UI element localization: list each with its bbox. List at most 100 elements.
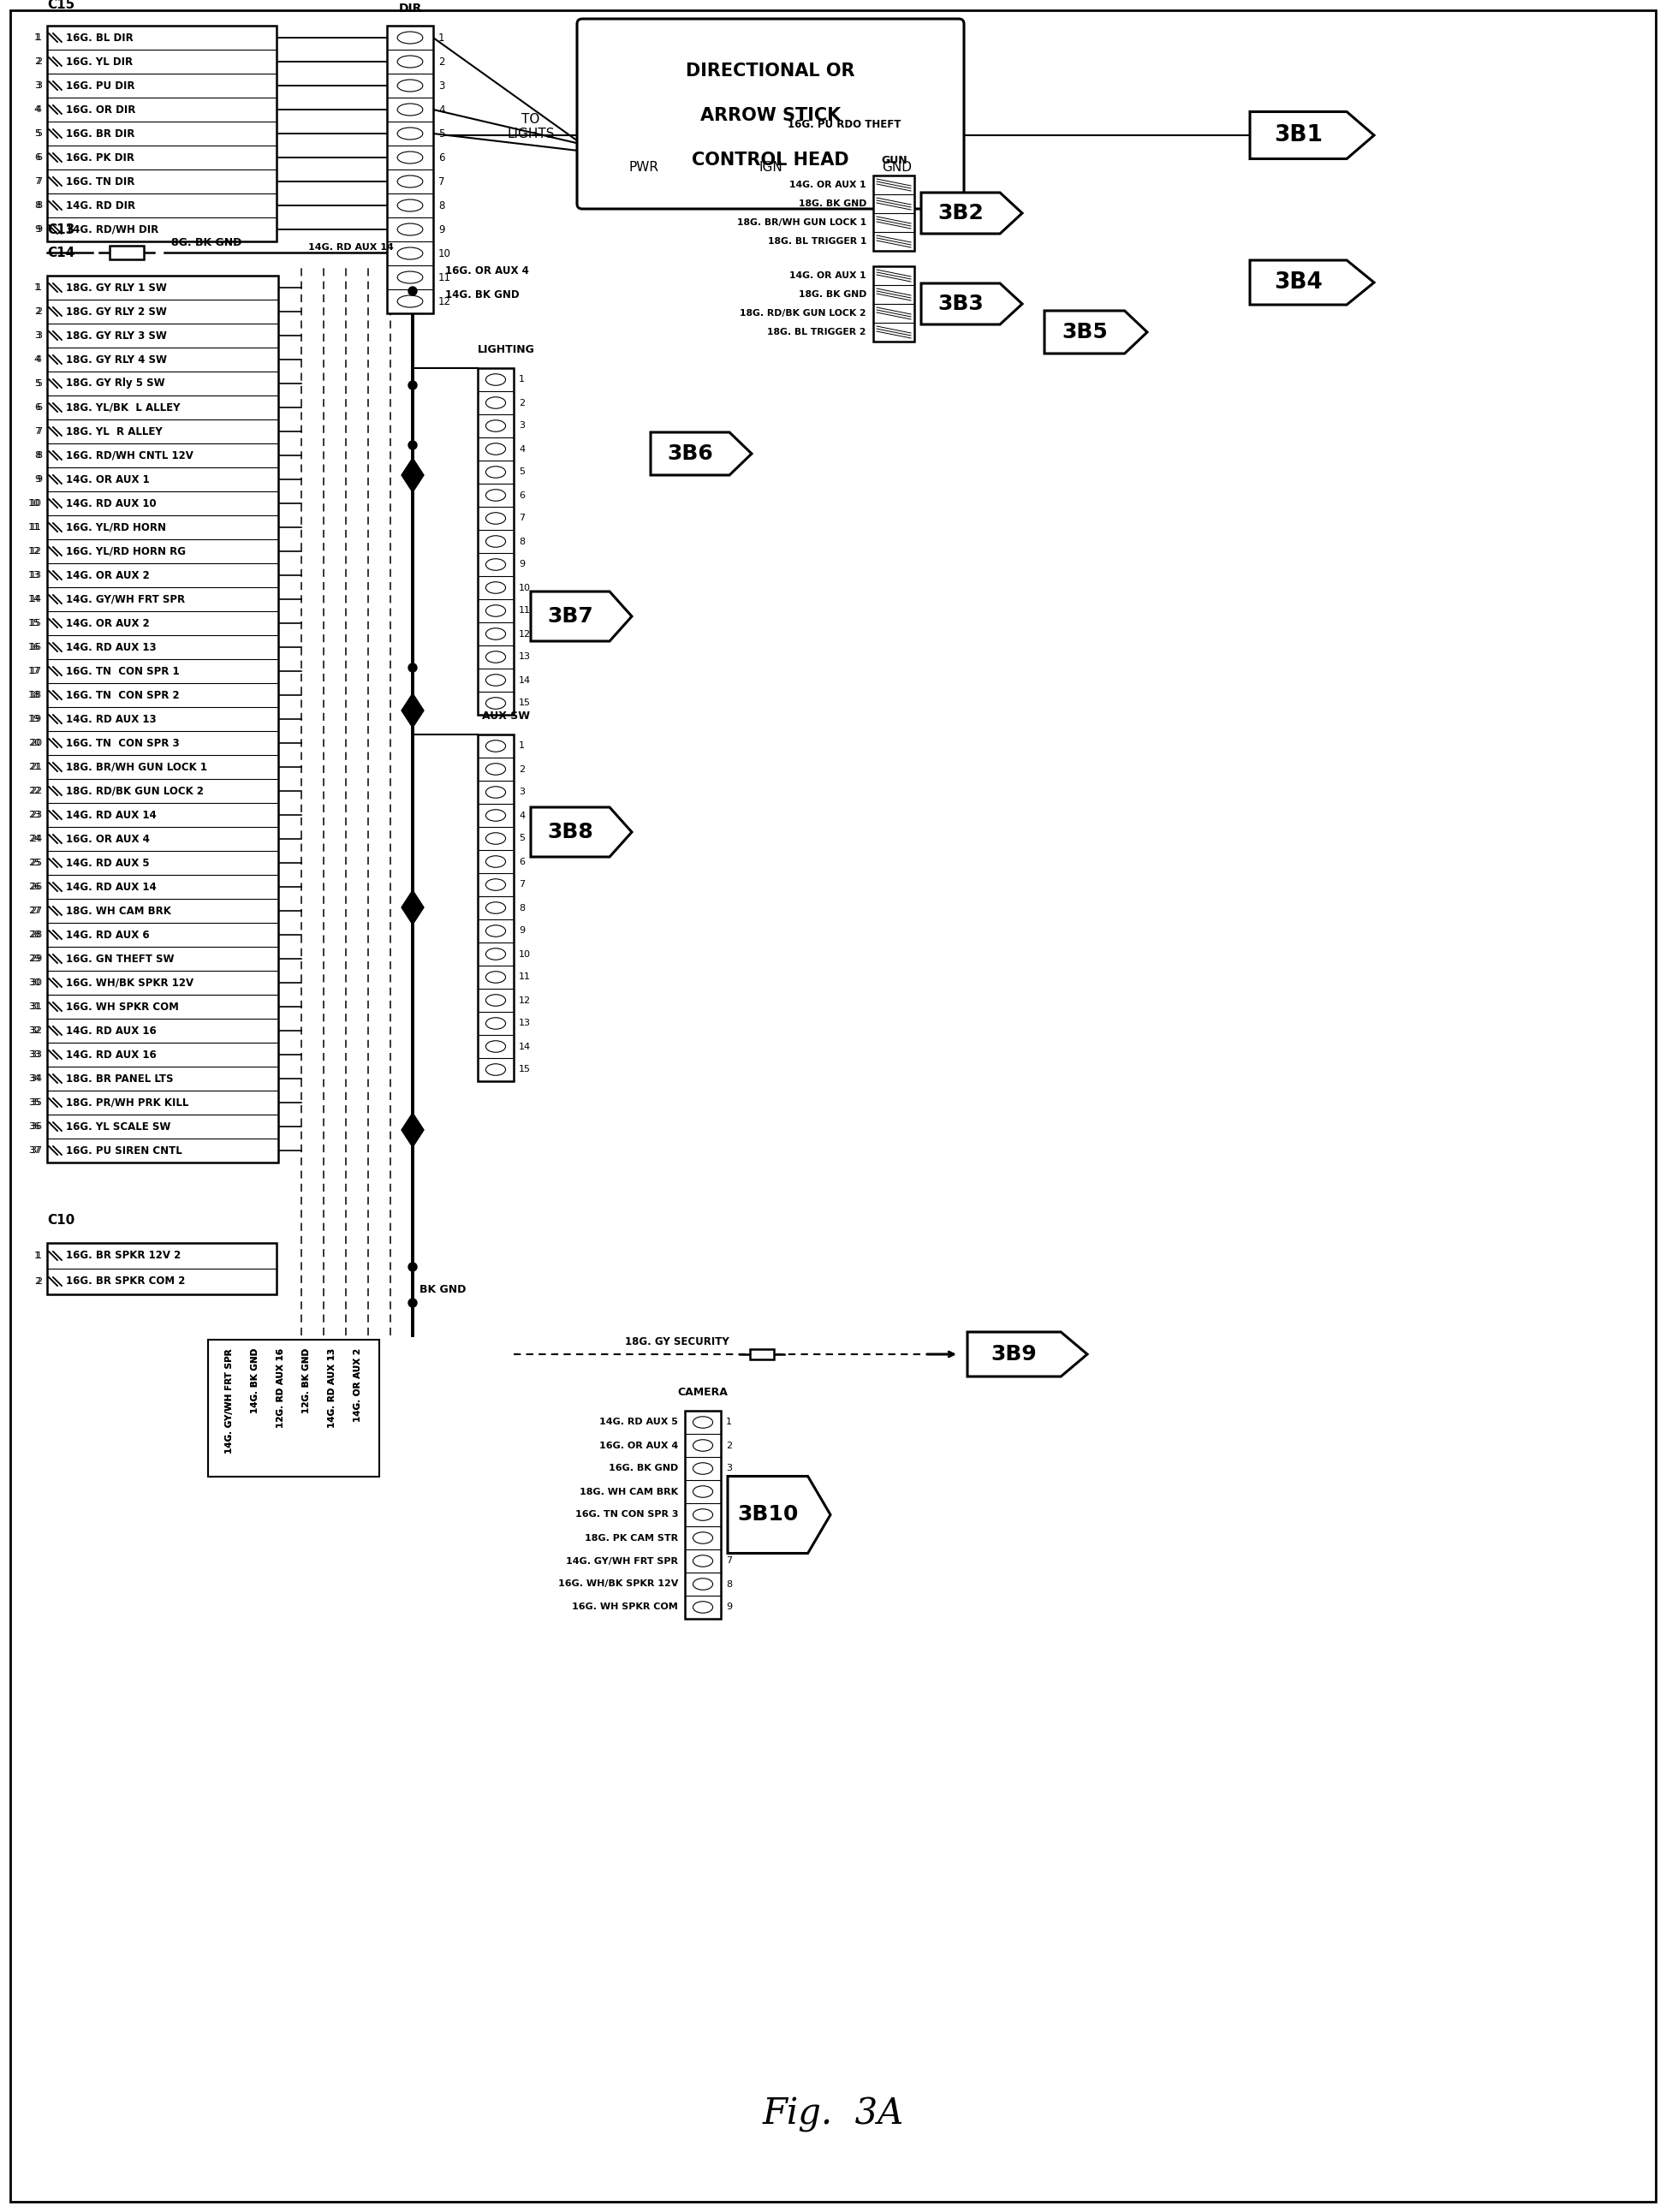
Text: 14G. OR AUX 2: 14G. OR AUX 2	[353, 1349, 362, 1422]
Ellipse shape	[486, 420, 505, 431]
Text: 16G. BR SPKR COM 2: 16G. BR SPKR COM 2	[67, 1276, 185, 1287]
Text: 16G. YL/RD HORN: 16G. YL/RD HORN	[67, 522, 167, 533]
Text: 6: 6	[35, 403, 40, 411]
Text: CAMERA: CAMERA	[678, 1387, 728, 1398]
Text: 9: 9	[438, 223, 445, 234]
Text: 7: 7	[438, 177, 445, 188]
Text: 12: 12	[518, 630, 531, 639]
Text: 32: 32	[30, 1026, 42, 1035]
Text: 21: 21	[28, 763, 40, 772]
Text: 5: 5	[726, 1511, 731, 1520]
Text: 6: 6	[37, 403, 42, 411]
Text: 31: 31	[30, 1002, 42, 1011]
Text: 12G. RD AUX 16: 12G. RD AUX 16	[277, 1349, 285, 1429]
Text: 7: 7	[33, 177, 40, 186]
Bar	[873, 175, 915, 250]
Text: 16G. OR AUX 4: 16G. OR AUX 4	[445, 265, 530, 276]
Text: 4: 4	[33, 356, 40, 363]
Text: 27: 27	[30, 907, 42, 916]
Text: DIR: DIR	[398, 2, 421, 15]
Text: 14G. GY/WH FRT SPR: 14G. GY/WH FRT SPR	[225, 1349, 233, 1453]
Text: 2: 2	[438, 55, 445, 66]
Text: 37: 37	[28, 1146, 40, 1155]
Ellipse shape	[486, 878, 505, 891]
Text: 18: 18	[28, 690, 40, 699]
Text: 9: 9	[726, 1604, 731, 1613]
Circle shape	[408, 288, 416, 296]
Text: 11: 11	[518, 973, 531, 982]
Ellipse shape	[486, 442, 505, 456]
Text: 14G. GY/WH FRT SPR: 14G. GY/WH FRT SPR	[67, 593, 185, 604]
Text: 11: 11	[28, 522, 40, 531]
Text: 14: 14	[518, 677, 531, 684]
Polygon shape	[531, 591, 631, 641]
Text: 3B9: 3B9	[991, 1345, 1038, 1365]
Text: 3B1: 3B1	[1274, 124, 1323, 146]
Text: 16G. TN  CON SPR 3: 16G. TN CON SPR 3	[67, 737, 180, 748]
Text: 34: 34	[30, 1075, 42, 1084]
Text: 1: 1	[37, 33, 42, 42]
Ellipse shape	[486, 1040, 505, 1053]
Text: GND: GND	[883, 161, 913, 175]
Text: 7: 7	[518, 880, 525, 889]
Text: 16G. YL SCALE SW: 16G. YL SCALE SW	[67, 1121, 170, 1133]
Ellipse shape	[486, 560, 505, 571]
Text: 2: 2	[518, 765, 525, 774]
Ellipse shape	[486, 787, 505, 799]
Text: 9: 9	[33, 476, 40, 484]
Text: 36: 36	[30, 1121, 42, 1130]
Text: IGN: IGN	[758, 161, 783, 175]
Text: 10: 10	[438, 248, 451, 259]
Text: 16G. WH/BK SPKR 12V: 16G. WH/BK SPKR 12V	[558, 1579, 678, 1588]
Text: DIRECTIONAL OR: DIRECTIONAL OR	[686, 62, 855, 80]
Polygon shape	[1250, 261, 1374, 305]
Text: 1: 1	[726, 1418, 731, 1427]
Ellipse shape	[693, 1601, 713, 1613]
Text: 18G. GY RLY 3 SW: 18G. GY RLY 3 SW	[67, 330, 167, 341]
Text: 8: 8	[726, 1579, 731, 1588]
Text: 9: 9	[518, 927, 525, 936]
Ellipse shape	[693, 1579, 713, 1590]
Text: 14G. RD AUX 16: 14G. RD AUX 16	[67, 1048, 157, 1060]
Text: 33: 33	[30, 1051, 42, 1060]
Ellipse shape	[398, 55, 423, 69]
Text: 14G. RD AUX 13: 14G. RD AUX 13	[328, 1349, 337, 1429]
Text: 18G. GY RLY 2 SW: 18G. GY RLY 2 SW	[67, 305, 167, 316]
Text: 29: 29	[28, 956, 40, 962]
Text: 14: 14	[518, 1042, 531, 1051]
Text: 5: 5	[37, 128, 42, 137]
Circle shape	[408, 440, 416, 449]
Ellipse shape	[486, 396, 505, 409]
Text: 23: 23	[30, 810, 42, 818]
Text: 20: 20	[30, 739, 42, 748]
Text: 19: 19	[30, 714, 42, 723]
Text: 8: 8	[33, 201, 40, 210]
Text: 1: 1	[35, 1252, 40, 1261]
Text: 14G. RD/WH DIR: 14G. RD/WH DIR	[67, 223, 158, 234]
Bar	[208, 1340, 380, 1478]
Text: 1: 1	[518, 376, 525, 385]
Ellipse shape	[486, 832, 505, 845]
Polygon shape	[402, 710, 423, 728]
Ellipse shape	[486, 374, 505, 385]
Text: 30: 30	[28, 978, 40, 987]
Text: 3: 3	[438, 80, 445, 91]
Text: 14G. RD DIR: 14G. RD DIR	[67, 199, 135, 210]
Text: 4: 4	[518, 445, 525, 453]
Text: 14G. RD AUX 10: 14G. RD AUX 10	[67, 498, 157, 509]
Text: 14G. OR AUX 2: 14G. OR AUX 2	[67, 617, 150, 628]
Text: 10: 10	[518, 584, 531, 593]
Text: CONTROL HEAD: CONTROL HEAD	[691, 150, 850, 168]
Text: 13: 13	[518, 653, 531, 661]
Text: 8: 8	[33, 451, 40, 460]
Ellipse shape	[486, 902, 505, 914]
Text: 18G. BK GND: 18G. BK GND	[798, 199, 866, 208]
Text: 18G. PK CAM STR: 18G. PK CAM STR	[585, 1533, 678, 1542]
Text: 9: 9	[37, 226, 42, 234]
Text: 14G. OR AUX 1: 14G. OR AUX 1	[67, 473, 150, 484]
Text: 18G. BL TRIGGER 1: 18G. BL TRIGGER 1	[768, 237, 866, 246]
Text: 14G. OR AUX 1: 14G. OR AUX 1	[790, 181, 866, 190]
Text: 15: 15	[28, 619, 40, 628]
Text: 4: 4	[438, 104, 445, 115]
Polygon shape	[921, 283, 1023, 325]
